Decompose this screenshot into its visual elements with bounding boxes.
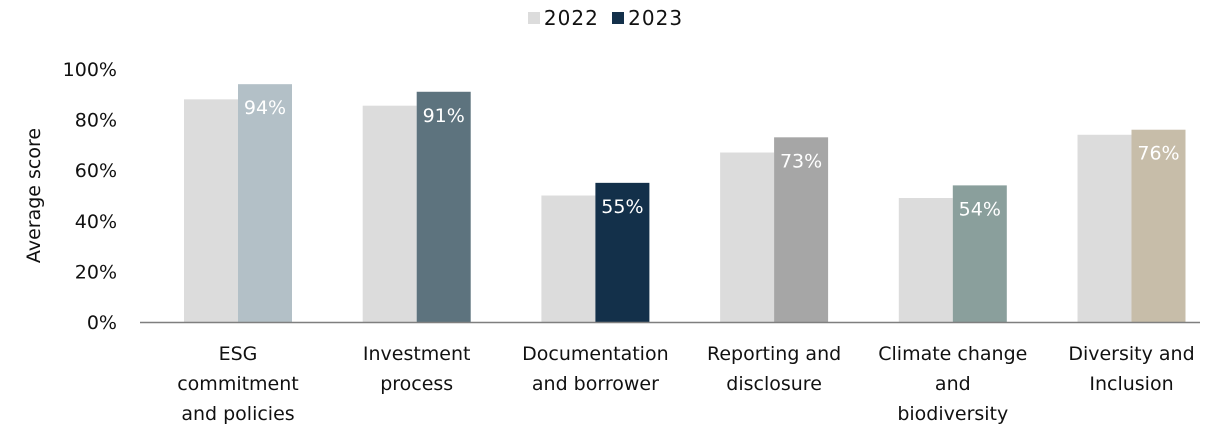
legend-label-2023: 2023 [628, 6, 684, 30]
x-category-label-line: and borrower [532, 373, 659, 395]
y-tick-label: 60% [75, 160, 117, 182]
x-category-label-line: ESG [219, 343, 258, 365]
x-category-label: ESG commitment and policies [177, 343, 299, 425]
x-category-label-line: biodiversity [897, 403, 1008, 425]
x-category-label-line: Documentation [522, 343, 668, 365]
bar-2023 [416, 91, 471, 323]
x-category-label: Diversity and Inclusion [1068, 343, 1194, 395]
y-tick-label: 20% [75, 261, 117, 283]
y-tick-label: 100% [63, 59, 117, 81]
x-category-label-line: Investment [363, 343, 471, 365]
x-category-label-line: Reporting and [707, 343, 841, 365]
x-category-label-line: process [380, 373, 453, 395]
x-category-label: Reporting and disclosure [707, 343, 841, 395]
bar-2022 [541, 195, 596, 322]
legend-swatch-2022 [527, 12, 540, 24]
bar-2023 [952, 185, 1007, 322]
data-labels: 94% 91% 55% 73% 54% 76% [244, 97, 1180, 220]
x-category-label: Climate change and biodiversity [878, 343, 1027, 425]
category-labels: ESG commitment and policies Investment proce… [177, 343, 1194, 425]
data-label-2023: 94% [244, 97, 286, 119]
x-category-label-line: Diversity and [1068, 343, 1194, 365]
bar-2023 [238, 84, 292, 323]
y-axis-ticks: 0% 20% 40% 60% 80% 100% [63, 59, 117, 334]
x-category-label-line: Climate change [878, 343, 1027, 365]
y-axis-title: Average score [23, 128, 45, 263]
y-tick-label: 80% [75, 110, 117, 132]
bars [184, 84, 1186, 323]
data-label-2023: 55% [601, 196, 643, 218]
x-category-label-line: disclosure [726, 373, 822, 395]
x-category-label: Documentation and borrower [522, 343, 668, 395]
bar-2023 [595, 182, 650, 322]
x-category-label-line: and policies [181, 403, 294, 425]
x-category-label: Investment process [363, 343, 471, 395]
data-label-2023: 76% [1137, 143, 1179, 165]
bar-2022 [1077, 134, 1132, 322]
bar-2023 [1131, 129, 1186, 322]
legend-label-2022: 2022 [543, 6, 599, 30]
x-category-label-line: commitment [177, 373, 299, 395]
bar-2022 [898, 198, 953, 322]
x-category-label-line: and [935, 373, 971, 395]
data-label-2023: 91% [423, 105, 465, 127]
bar-2022 [184, 99, 238, 322]
legend-item-2023: 2023 [612, 6, 683, 30]
bar-2023 [774, 137, 829, 322]
legend-swatch-2023 [612, 12, 625, 24]
legend: 2022 2023 [0, 5, 1211, 30]
data-label-2023: 54% [959, 198, 1001, 220]
legend-item-2022: 2022 [527, 6, 599, 30]
y-tick-label: 40% [75, 211, 117, 233]
data-label-2023: 73% [780, 150, 822, 172]
x-category-label-line: Inclusion [1089, 373, 1173, 395]
y-tick-label: 0% [87, 312, 117, 334]
bar-2022 [720, 152, 775, 322]
bar-2022 [362, 105, 417, 322]
